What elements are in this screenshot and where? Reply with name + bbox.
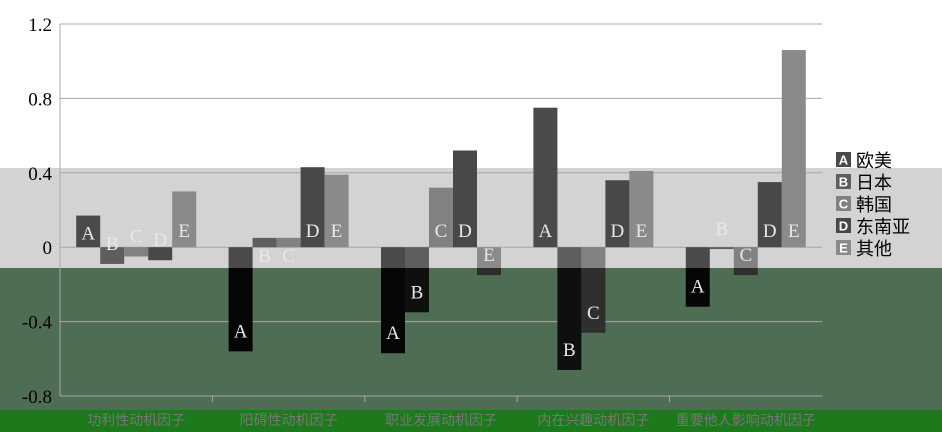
x-axis: 功利性动机因子 阳碍性动机因子 职业发展动机因子 内在兴趣动机因子 重要他人影响动机因子 — [87, 396, 816, 429]
y-axis: 1.2 0.8 0.4 0 -0.4 -0.8 — [22, 15, 61, 408]
bar-C-4-lower — [581, 268, 606, 333]
bar-label: C — [435, 221, 448, 242]
bar-B-1 — [100, 247, 125, 264]
bar-label: A — [234, 321, 248, 342]
bar-E-4 — [629, 170, 654, 248]
legend-label: 其他 — [856, 239, 892, 260]
bar-A-3 — [381, 247, 405, 268]
bar-E-1 — [172, 191, 197, 248]
bottom-strip — [0, 410, 942, 432]
bar-C-3 — [429, 187, 453, 248]
bar-C-2 — [276, 237, 301, 248]
bar-A-5-lower — [685, 268, 710, 307]
legend-swatch — [836, 174, 851, 189]
legend-key: B — [839, 175, 848, 190]
bar-E-2 — [324, 174, 349, 248]
bar-label: D — [306, 221, 320, 242]
legend-label: 日本 — [856, 173, 892, 194]
bars — [76, 50, 806, 370]
bar-D-4 — [605, 180, 630, 248]
bar-label: E — [636, 221, 648, 242]
bar-A-2 — [228, 247, 253, 268]
bar-label: E — [178, 221, 190, 242]
bar-label: D — [458, 221, 472, 242]
bar-label: D — [153, 230, 167, 251]
bar-B-2 — [252, 237, 277, 248]
legend-item-B: B 日本 — [836, 173, 892, 194]
bar-label: A — [539, 221, 553, 242]
bar-label: E — [331, 221, 343, 242]
bar-B-3-lower — [405, 268, 429, 313]
bar-B-4 — [557, 247, 582, 268]
bar-A-4 — [533, 107, 558, 248]
x-category-label: 职业发展动机因子 — [385, 413, 497, 429]
y-tick-label: -0.8 — [22, 387, 52, 408]
bar-E-3 — [477, 247, 501, 268]
legend-swatch — [836, 218, 851, 233]
legend-swatch — [836, 152, 851, 167]
bar-label: D — [763, 221, 777, 242]
x-category-label: 功利性动机因子 — [87, 413, 185, 429]
bar-B-3 — [405, 247, 429, 268]
bar-label: A — [691, 277, 705, 298]
legend-item-D: D 东南亚 — [836, 217, 910, 238]
legend-key: E — [839, 241, 848, 256]
x-category-label: 阳碍性动机因子 — [240, 413, 338, 429]
bar-C-1 — [124, 247, 149, 257]
bar-label: A — [386, 323, 400, 344]
bar-B-5 — [709, 247, 734, 250]
bar-label: B — [106, 234, 119, 255]
legend-label: 韩国 — [856, 195, 892, 216]
x-category-label: 内在兴趣动机因子 — [537, 413, 649, 429]
bar-D-3 — [453, 150, 477, 248]
bar-A-3-lower — [381, 268, 405, 354]
legend-key: C — [839, 197, 849, 212]
legend-key: D — [839, 219, 848, 234]
bar-A-5 — [685, 247, 710, 268]
bar-B-4-lower — [557, 268, 582, 370]
y-tick-label: 1.2 — [28, 15, 52, 36]
x-category-label: 重要他人影响动机因子 — [676, 413, 816, 429]
bar-E-5 — [781, 50, 806, 248]
bar-label: A — [81, 224, 95, 245]
bar-label: E — [483, 245, 495, 266]
bar-C-5 — [733, 247, 758, 268]
bar-label: C — [282, 246, 295, 267]
band-dark — [0, 268, 942, 410]
legend-item-A: A 欧美 — [836, 151, 892, 172]
bar-C-4 — [581, 247, 606, 268]
legend-label: 东南亚 — [856, 217, 910, 238]
bar-label: E — [788, 221, 800, 242]
legend: A 欧美 B 日本 C 韩国 D 东南亚 E 其他 — [836, 151, 910, 260]
legend-key: A — [839, 153, 849, 168]
y-tick-label: 0 — [43, 238, 53, 259]
y-tick-label: -0.4 — [22, 313, 53, 334]
bar-label: B — [258, 246, 271, 267]
bar-label: B — [411, 282, 424, 303]
bar-A-1 — [76, 215, 101, 248]
bar-E-3-lower — [477, 268, 501, 276]
bar-label: B — [715, 219, 728, 240]
bar-D-5 — [757, 182, 782, 248]
legend-label: 欧美 — [856, 151, 892, 172]
bar-D-2 — [300, 167, 325, 248]
legend-item-E: E 其他 — [836, 239, 892, 260]
bar-label: C — [587, 303, 600, 324]
y-tick-label: 0.8 — [28, 89, 52, 110]
y-tick-label: 0.4 — [28, 164, 52, 185]
bar-A-2-lower — [228, 268, 253, 352]
bar-D-1 — [148, 247, 173, 261]
legend-swatch — [836, 240, 851, 255]
bar-label: D — [611, 221, 625, 242]
bar-label: C — [739, 245, 752, 266]
bar-label: C — [130, 227, 143, 248]
bar-C-5-lower — [733, 268, 758, 276]
bar-label: B — [563, 340, 576, 361]
legend-swatch — [836, 196, 851, 211]
legend-item-C: C 韩国 — [836, 195, 892, 216]
